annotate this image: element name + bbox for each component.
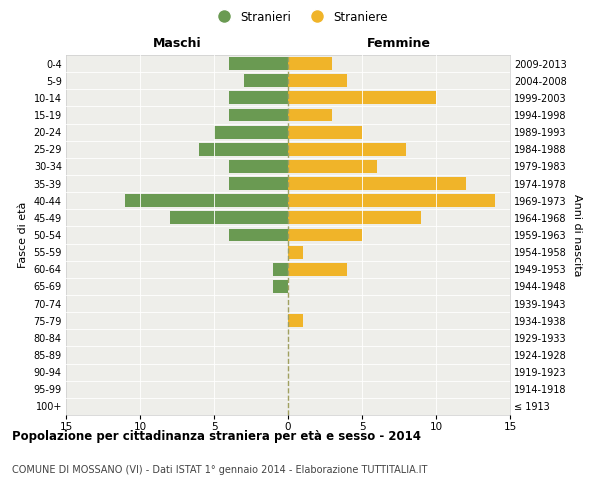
Y-axis label: Anni di nascita: Anni di nascita [572, 194, 583, 276]
Bar [288, 74, 347, 87]
Bar [229, 160, 288, 173]
Bar [288, 263, 347, 276]
Bar [288, 126, 362, 138]
Bar [288, 314, 303, 327]
Text: Popolazione per cittadinanza straniera per età e sesso - 2014: Popolazione per cittadinanza straniera p… [12, 430, 421, 443]
Text: Maschi: Maschi [152, 37, 202, 50]
Bar [229, 108, 288, 122]
Bar [214, 126, 288, 138]
Bar [288, 57, 332, 70]
Bar [229, 92, 288, 104]
Bar [288, 92, 436, 104]
Bar [229, 177, 288, 190]
Bar [288, 143, 406, 156]
Bar [125, 194, 288, 207]
Bar [229, 228, 288, 241]
Y-axis label: Fasce di età: Fasce di età [18, 202, 28, 268]
Legend: Stranieri, Straniere: Stranieri, Straniere [207, 6, 393, 28]
Bar [273, 280, 288, 293]
Bar [170, 212, 288, 224]
Bar [288, 246, 303, 258]
Bar [288, 177, 466, 190]
Bar [288, 228, 362, 241]
Bar [273, 263, 288, 276]
Bar [288, 212, 421, 224]
Bar [288, 194, 495, 207]
Text: COMUNE DI MOSSANO (VI) - Dati ISTAT 1° gennaio 2014 - Elaborazione TUTTITALIA.IT: COMUNE DI MOSSANO (VI) - Dati ISTAT 1° g… [12, 465, 427, 475]
Bar [244, 74, 288, 87]
Bar [288, 160, 377, 173]
Bar [229, 57, 288, 70]
Text: Femmine: Femmine [367, 37, 431, 50]
Bar [199, 143, 288, 156]
Bar [288, 108, 332, 122]
